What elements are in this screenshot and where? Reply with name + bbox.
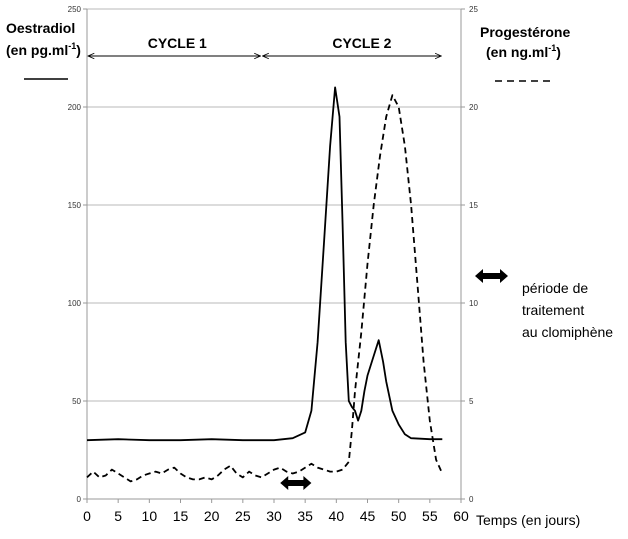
series-line-oestradiol — [86, 86, 443, 442]
y-right-tick-label: 25 — [469, 5, 478, 14]
series-line-progesterone — [86, 94, 444, 483]
y-right-tick-label: 20 — [469, 103, 478, 112]
x-tick-label: 15 — [173, 508, 189, 524]
treatment-legend-line-2: traitement — [522, 302, 584, 318]
y-left-label-line1: Oestradiol — [6, 20, 75, 36]
x-tick-label: 45 — [360, 508, 376, 524]
y-left-tick-label: 150 — [68, 201, 82, 210]
x-tick-label: 25 — [235, 508, 251, 524]
y-left-tick-label: 200 — [68, 103, 82, 112]
x-tick-label: 5 — [114, 508, 122, 524]
y-right-tick-label: 15 — [469, 201, 478, 210]
x-tick-label: 40 — [329, 508, 345, 524]
gridlines — [87, 8, 461, 402]
y-right-tick-label: 10 — [469, 299, 478, 308]
treatment-legend-arrow — [475, 269, 508, 283]
x-ticks: 0 5 10 15 20 25 30 35 40 45 50 55 60 — [83, 499, 469, 524]
x-tick-label: 30 — [266, 508, 282, 524]
y-left-tick-label: 250 — [68, 5, 82, 14]
treatment-legend-line-1: période de — [522, 280, 588, 296]
y-right-label-line2: (en ng.ml-1) — [486, 43, 561, 60]
y-right-tick-label: 5 — [469, 397, 474, 406]
x-tick-label: 10 — [142, 508, 158, 524]
y-left-label-line2: (en pg.ml-1) — [6, 41, 81, 58]
treatment-legend: période de traitement au clomiphène — [475, 269, 613, 340]
x-tick-label: 60 — [453, 508, 469, 524]
y-right-tick-label: 0 — [469, 495, 474, 504]
x-axis-label: Temps (en jours) — [476, 512, 580, 528]
series-group — [86, 86, 444, 483]
cycle-annotations: CYCLE 1 CYCLE 2 — [88, 35, 441, 56]
treatment-arrow — [280, 476, 312, 490]
x-tick-label: 35 — [297, 508, 313, 524]
y-left-ticks: 0 50 100 150 200 250 — [68, 5, 87, 504]
treatment-legend-line-3: au clomiphène — [522, 324, 613, 340]
x-tick-label: 50 — [391, 508, 407, 524]
y-right-ticks: 0 5 10 15 20 25 — [461, 5, 478, 504]
x-tick-label: 20 — [204, 508, 220, 524]
axes — [86, 9, 462, 500]
y-left-tick-label: 100 — [68, 299, 82, 308]
cycle-label-2: CYCLE 2 — [332, 35, 391, 51]
x-tick-label: 55 — [422, 508, 438, 524]
cycle-label-1: CYCLE 1 — [148, 35, 207, 51]
x-tick-label: 0 — [83, 508, 91, 524]
y-right-label-line1: Progestérone — [480, 24, 570, 40]
y-left-tick-label: 50 — [72, 397, 81, 406]
y-left-tick-label: 0 — [77, 495, 82, 504]
treatment-period — [280, 476, 312, 490]
